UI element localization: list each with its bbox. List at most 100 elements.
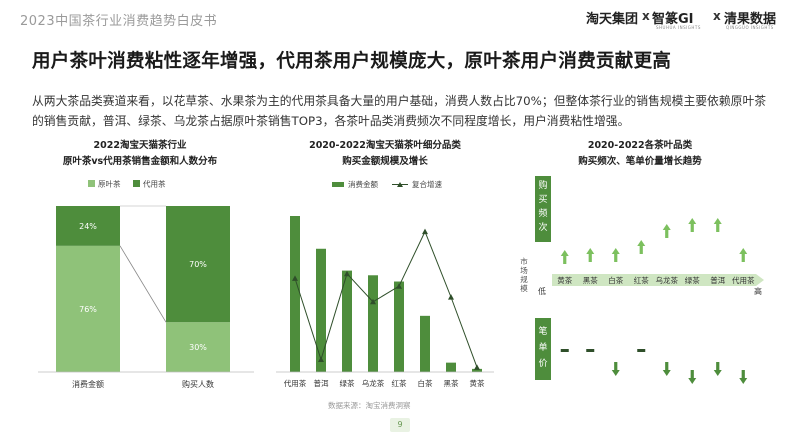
category-label-代用茶: 代用茶 <box>732 275 755 285</box>
growth-marker-普洱 <box>318 356 324 363</box>
frequency-arrow-红茶 <box>637 240 646 254</box>
chart2-title-line2: 购买金额规模及增长 <box>342 156 428 167</box>
brand-zhizhuan-sub: SHUHUA INSIGHTS <box>656 25 701 30</box>
x-tick-label-黑茶: 黑茶 <box>444 378 459 388</box>
intro-paragraph: 从两大茶品类赛道来看，以花草茶、水果茶为主的代用茶具备大量的用户基础，消费人数占… <box>32 94 767 128</box>
price-marker-绿茶 <box>688 370 697 384</box>
frequency-arrow-乌龙茶 <box>662 224 671 238</box>
category-label-绿茶: 绿茶 <box>685 275 700 285</box>
axis-label-char: 模 <box>520 283 528 293</box>
bar-消费金额-代用茶 <box>56 206 120 246</box>
up-arrow-icon <box>688 218 697 232</box>
frequency-arrow-绿茶 <box>688 218 697 232</box>
growth-marker-白茶 <box>422 228 428 235</box>
x-tick-label-购买人数: 购买人数 <box>182 379 214 389</box>
up-arrow-icon <box>713 218 722 232</box>
report-title: 2023中国茶行业消费趋势白皮书 <box>20 14 218 29</box>
category-label-乌龙茶: 乌龙茶 <box>656 275 679 285</box>
brand-taotian: 淘天集团 <box>586 12 639 27</box>
row-label-frequency-char: 次 <box>538 221 547 233</box>
up-arrow-icon <box>739 248 748 262</box>
growth-marker-黄茶 <box>474 364 480 370</box>
down-arrow-icon <box>739 370 748 384</box>
growth-marker-绿茶 <box>344 270 350 277</box>
data-label-消费金额-原叶茶: 76% <box>79 305 97 314</box>
brand-separator: x <box>713 9 721 23</box>
bar-消费金额-原叶茶 <box>56 245 120 372</box>
x-tick-label-普洱: 普洱 <box>314 378 329 388</box>
connector-line-split <box>119 245 167 323</box>
legend-label-代用茶: 代用茶 <box>143 179 166 189</box>
chart1-legend: 原叶茶 代用茶 <box>88 179 166 189</box>
bar-红茶 <box>394 281 404 372</box>
chart1-title-line1: 2022淘宝天猫茶行业 <box>93 140 187 151</box>
top-bar: 2023中国茶行业消费趋势白皮书 淘天集团 x 智篆GI SHUHUA INSI… <box>0 0 795 38</box>
bar-黄茶 <box>472 368 482 372</box>
x-tick-label-乌龙茶: 乌龙茶 <box>362 378 385 388</box>
data-label-消费金额-代用茶: 24% <box>79 222 97 231</box>
category-label-白茶: 白茶 <box>608 275 623 285</box>
row-label-price-char: 笔 <box>538 325 547 337</box>
growth-marker-乌龙茶 <box>370 298 376 305</box>
flat-dash-icon <box>637 349 646 352</box>
chart3-svg: 购买频次笔单价 市场规模低 高 黄茶 黑茶 白茶 红茶 乌龙茶 绿茶 普洱 代用茶 <box>520 176 764 384</box>
page-number: 9 <box>390 418 410 432</box>
bar-白茶 <box>420 315 430 372</box>
row-label-frequency: 购买频次 <box>538 179 547 233</box>
legend-marker-growth <box>397 182 403 187</box>
legend-label-bar: 消费金额 <box>348 179 378 189</box>
row-label-price: 笔单价 <box>538 325 547 369</box>
axis-label-char: 市 <box>520 256 528 266</box>
x-tick-label-绿茶: 绿茶 <box>340 378 355 388</box>
frequency-arrow-黄茶 <box>560 250 569 264</box>
headline: 用户茶叶消费粘性逐年增强，代用茶用户规模庞大，原叶茶用户消费贡献更高 <box>32 51 672 72</box>
legend-swatch-原叶茶 <box>88 180 95 187</box>
chart1-title-line2: 原叶茶vs代用茶销售金额和人数分布 <box>62 156 218 167</box>
brand-zhizhuan: 智篆GI <box>652 12 694 27</box>
growth-marker-红茶 <box>396 283 402 289</box>
brand-qingguo: 清果数据 <box>724 12 777 27</box>
row-label-frequency-char: 买 <box>538 194 547 205</box>
up-arrow-icon <box>611 248 620 262</box>
down-arrow-icon <box>688 370 697 384</box>
x-tick-label-黄茶: 黄茶 <box>470 378 485 388</box>
bar-购买人数-原叶茶 <box>166 322 230 372</box>
bar-绿茶 <box>342 270 352 372</box>
growth-marker-代用茶 <box>292 275 298 281</box>
row-label-price-char: 价 <box>538 358 547 369</box>
chart2-title: 2020-2022淘宝天猫茶叶细分品类 购买金额规模及增长 <box>285 138 485 170</box>
up-arrow-icon <box>637 240 646 254</box>
category-label-普洱: 普洱 <box>710 275 725 285</box>
legend-swatch-bar <box>332 182 344 187</box>
data-label-购买人数-代用茶: 70% <box>189 260 207 269</box>
up-arrow-icon <box>662 224 671 238</box>
price-marker-黄茶 <box>560 349 569 352</box>
frequency-arrow-白茶 <box>611 248 620 262</box>
chart1-svg: 原叶茶 代用茶 76% 24% 消费金额 30% 70% 购买人数 <box>38 179 254 389</box>
category-label-黑茶: 黑茶 <box>583 275 598 285</box>
axis-label-char: 规 <box>520 274 528 284</box>
legend-label-原叶茶: 原叶茶 <box>98 179 121 189</box>
growth-marker-黑茶 <box>448 294 454 300</box>
bar-普洱 <box>316 248 326 372</box>
chart2-legend: 消费金额 复合增速 <box>332 179 442 189</box>
bar-黑茶 <box>446 362 456 372</box>
axis-high-label: 高 <box>754 286 762 296</box>
chart3-title-line2: 购买频次、笔单价量增长趋势 <box>578 156 702 167</box>
chart2-title-line1: 2020-2022淘宝天猫茶叶细分品类 <box>309 140 461 151</box>
row-label-price-char: 单 <box>538 341 547 353</box>
bar-购买人数-代用茶 <box>166 206 230 323</box>
flat-dash-icon <box>586 349 595 352</box>
legend-label-growth: 复合增速 <box>412 179 442 189</box>
legend-swatch-代用茶 <box>133 180 140 187</box>
growth-line <box>294 230 478 368</box>
row-label-frequency-char: 频 <box>538 207 547 219</box>
up-arrow-icon <box>586 248 595 262</box>
down-arrow-icon <box>713 362 722 376</box>
data-label-购买人数-原叶茶: 30% <box>189 343 207 352</box>
row-label-box-price <box>535 318 551 380</box>
frequency-arrow-黑茶 <box>586 248 595 262</box>
axis-low-label: 低 <box>538 286 546 296</box>
x-tick-label-代用茶: 代用茶 <box>284 378 307 388</box>
